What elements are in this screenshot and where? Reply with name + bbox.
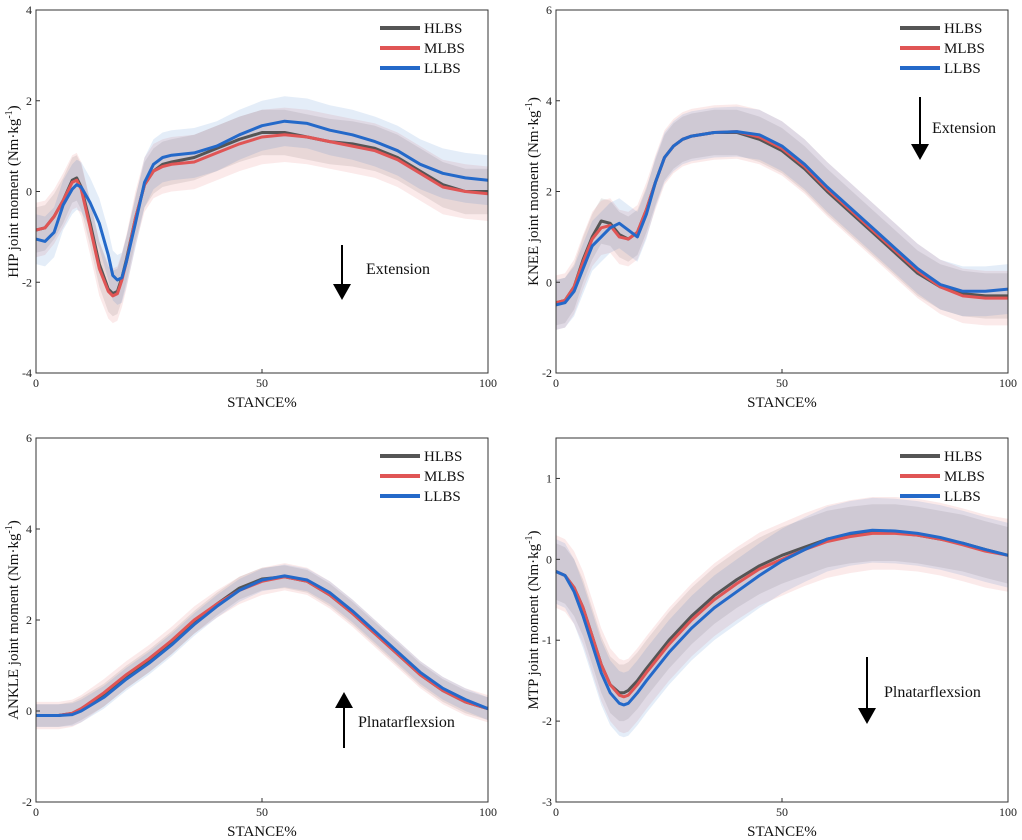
ankle-xtick-label: 50 — [256, 805, 268, 819]
hip-ytick-label: 2 — [26, 94, 32, 108]
mtp-line-mlbs — [555, 531, 1009, 699]
hip-ytick-label: 0 — [26, 185, 32, 199]
hip-ylabel: HIP joint moment (Nm·kg-1) — [4, 105, 22, 277]
mtp-ytick-label: 0 — [546, 552, 552, 566]
knee-plot-frame — [555, 9, 1009, 374]
ankle-ytick-label: 4 — [26, 522, 32, 536]
ankle-annotation-text: Plnatarflexsion — [358, 714, 455, 731]
ankle-line-hlbs — [36, 575, 489, 717]
mtp-legend-label-hlbs: HLBS — [944, 449, 982, 465]
panel-hip: 0 50 100 -4 -2 0 2 4 STANCE% HIP joint moment (Nm… — [4, 3, 497, 411]
mtp-ylabel: MTP joint moment (Nm·kg-1) — [524, 530, 542, 709]
mtp-xtick-label: 100 — [999, 805, 1017, 819]
hip-legend-label-llbs: LLBS — [424, 61, 461, 77]
ankle-xtick-label: 0 — [33, 805, 39, 819]
panel-mtp: 0 50 100 -3 -2 -1 0 1 STANCE% MTP joint moment (N… — [524, 437, 1017, 840]
mtp-legend-label-mlbs: MLBS — [944, 469, 985, 485]
mtp-ytick-label: -1 — [542, 633, 552, 647]
mtp-band-mlbs — [556, 497, 1008, 734]
knee-ytick-label: 2 — [546, 185, 552, 199]
knee-ytick-label: -2 — [542, 366, 552, 380]
mtp-band-hlbs — [556, 504, 1008, 722]
ankle-ytick-label: -2 — [22, 795, 32, 809]
arrow-down-icon — [911, 144, 929, 160]
mtp-xtick-label: 0 — [553, 805, 559, 819]
knee-legend-label-mlbs: MLBS — [944, 41, 985, 57]
hip-ytick-label: -2 — [22, 275, 32, 289]
knee-ytick-label: 6 — [546, 3, 552, 17]
mtp-band-llbs — [556, 497, 1008, 738]
ankle-legend-label-hlbs: HLBS — [424, 449, 462, 465]
arrow-down-icon — [333, 284, 351, 300]
mtp-ytick-label: -2 — [542, 714, 552, 728]
ankle-line-llbs — [36, 574, 489, 717]
hip-band-hlbs — [36, 109, 488, 317]
ankle-xlabel: STANCE% — [227, 824, 297, 840]
hip-annotation-text: Extension — [366, 261, 430, 278]
knee-legend-label-llbs: LLBS — [944, 61, 981, 77]
arrow-up-icon — [335, 692, 353, 708]
mtp-ytick-label: -3 — [542, 795, 552, 809]
hip-xtick-label: 0 — [33, 376, 39, 390]
knee-xtick-label: 0 — [553, 376, 559, 390]
hip-line-mlbs — [35, 133, 489, 298]
knee-ytick-label: 0 — [546, 275, 552, 289]
ankle-ytick-label: 2 — [26, 613, 32, 627]
knee-ylabel: KNEE joint moment (Nm·kg-1) — [524, 97, 542, 286]
knee-ytick-label: 4 — [546, 94, 552, 108]
hip-legend-label-hlbs: HLBS — [424, 21, 462, 37]
knee-xtick-label: 50 — [776, 376, 788, 390]
knee-band-mlbs — [556, 104, 1008, 330]
knee-band-llbs — [556, 106, 1008, 330]
knee-annotation-text: Extension — [932, 120, 996, 137]
mtp-xlabel: STANCE% — [747, 824, 817, 840]
ankle-xtick-label: 100 — [479, 805, 497, 819]
knee-band-hlbs — [556, 109, 1008, 326]
ankle-ytick-label: 6 — [26, 431, 32, 445]
ankle-band-llbs — [36, 564, 488, 727]
mtp-annotation-text: Plnatarflexsion — [884, 684, 981, 701]
mtp-ytick-label: 1 — [546, 471, 552, 485]
knee-xtick-label: 100 — [999, 376, 1017, 390]
hip-ytick-label: 4 — [26, 3, 32, 17]
mtp-line-llbs — [555, 528, 1009, 707]
ankle-ylabel: ANKLE joint moment (Nm·kg-1) — [4, 520, 22, 720]
hip-xlabel: STANCE% — [227, 395, 297, 411]
hip-legend-label-mlbs: MLBS — [424, 41, 465, 57]
mtp-legend-label-llbs: LLBS — [944, 489, 981, 505]
mtp-plot-frame — [555, 437, 1009, 803]
ankle-legend-label-llbs: LLBS — [424, 489, 461, 505]
hip-xtick-label: 50 — [256, 376, 268, 390]
knee-line-llbs — [555, 130, 1009, 307]
hip-ytick-label: -4 — [22, 366, 32, 380]
hip-xtick-label: 100 — [479, 376, 497, 390]
hip-band-mlbs — [36, 107, 488, 324]
knee-xlabel: STANCE% — [747, 395, 817, 411]
ankle-plot-frame — [35, 437, 489, 803]
ankle-legend-label-mlbs: MLBS — [424, 469, 465, 485]
hip-line-llbs — [35, 119, 489, 282]
knee-legend-label-hlbs: HLBS — [944, 21, 982, 37]
arrow-down-icon — [858, 708, 876, 724]
mtp-xtick-label: 50 — [776, 805, 788, 819]
ankle-ytick-label: 0 — [26, 704, 32, 718]
